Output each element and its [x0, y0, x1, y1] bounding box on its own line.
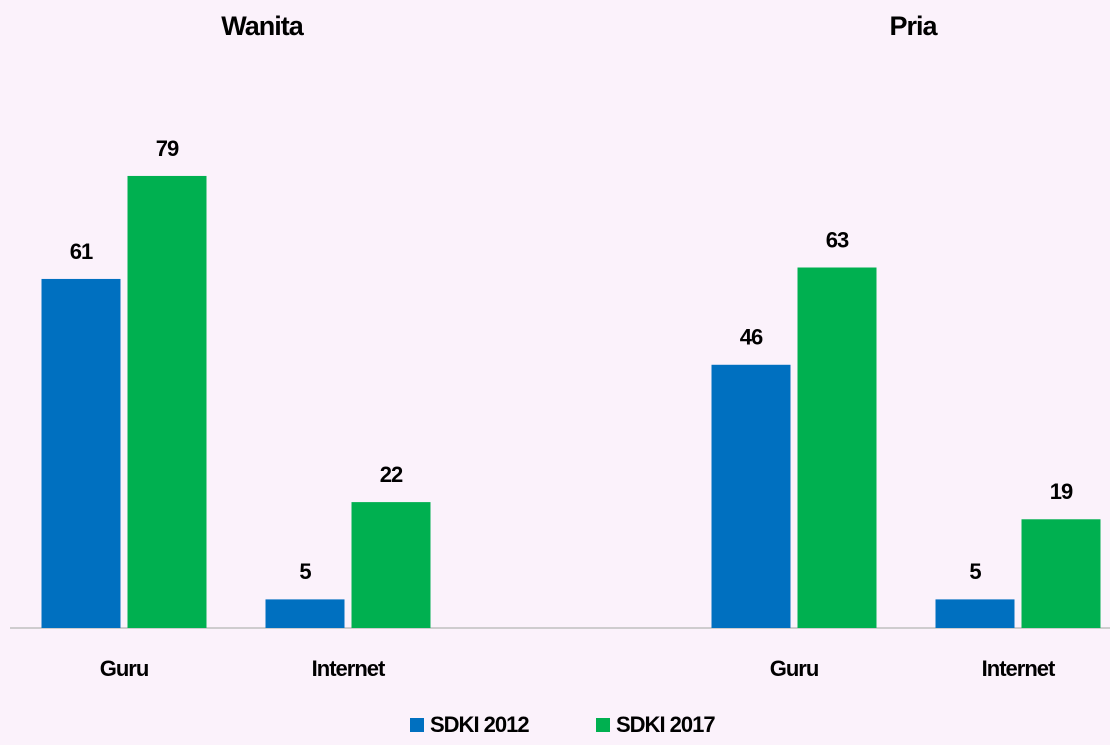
x-tick-label: Guru [100, 656, 149, 681]
data-label: 79 [156, 136, 179, 161]
data-label: 5 [299, 559, 311, 584]
data-label: 61 [70, 239, 93, 264]
data-label: 22 [380, 462, 403, 487]
legend-swatch [410, 718, 424, 732]
data-label: 19 [1050, 479, 1073, 504]
data-label: 63 [826, 227, 849, 252]
bar [935, 599, 1015, 628]
chart-title: Wanita [221, 11, 304, 41]
bar [127, 175, 207, 628]
chart-title: Pria [889, 11, 938, 41]
bar [41, 278, 121, 628]
bar [265, 599, 345, 628]
bar [797, 267, 877, 628]
legend-swatch [596, 718, 610, 732]
data-label: 5 [969, 559, 981, 584]
x-tick-label: Internet [312, 656, 386, 681]
legend-label: SDKI 2017 [616, 712, 715, 737]
x-tick-label: Guru [770, 656, 819, 681]
bar [711, 364, 791, 628]
bar [351, 502, 431, 628]
bar [1021, 519, 1101, 628]
legend-label: SDKI 2012 [430, 712, 529, 737]
x-tick-label: Internet [982, 656, 1056, 681]
data-label: 46 [740, 325, 763, 350]
